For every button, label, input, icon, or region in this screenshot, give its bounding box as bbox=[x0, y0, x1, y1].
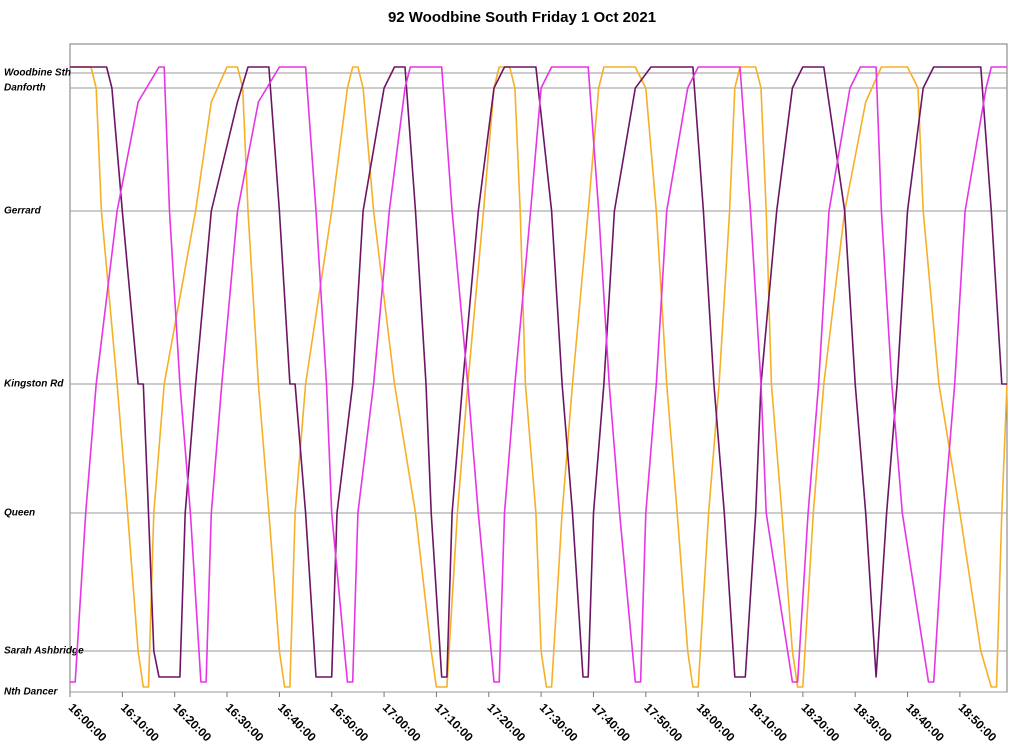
x-tick-label: 16:20:00 bbox=[170, 700, 214, 744]
series-line bbox=[70, 66, 1008, 688]
x-tick-label: 16:40:00 bbox=[275, 700, 319, 744]
x-tick-label: 18:40:00 bbox=[903, 700, 947, 744]
x-tick-label: 18:20:00 bbox=[798, 700, 842, 744]
x-tick-label: 18:10:00 bbox=[746, 700, 790, 744]
x-tick-label: 17:40:00 bbox=[589, 700, 633, 744]
x-tick-label: 16:50:00 bbox=[327, 700, 371, 744]
series-line bbox=[70, 66, 1007, 678]
x-tick-label: 17:30:00 bbox=[537, 700, 581, 744]
y-tick-label: Queen bbox=[4, 508, 35, 519]
x-tick-label: 18:00:00 bbox=[694, 700, 738, 744]
y-tick-label: Nth Dancer bbox=[4, 687, 58, 698]
y-tick-label: Sarah Ashbridge bbox=[4, 646, 84, 657]
x-tick-label: 16:10:00 bbox=[118, 700, 162, 744]
y-tick-label: Danforth bbox=[4, 83, 46, 94]
x-tick-label: 17:10:00 bbox=[432, 700, 476, 744]
x-tick-label: 18:30:00 bbox=[851, 700, 895, 744]
x-tick-label: 17:20:00 bbox=[484, 700, 528, 744]
y-tick-label: Woodbine Sth bbox=[4, 68, 71, 79]
x-tick-label: 16:30:00 bbox=[223, 700, 267, 744]
y-tick-label: Kingston Rd bbox=[4, 379, 64, 390]
chart-title: 92 Woodbine South Friday 1 Oct 2021 bbox=[388, 9, 656, 26]
x-tick-label: 17:00:00 bbox=[380, 700, 424, 744]
y-tick-label: Gerrard bbox=[4, 206, 42, 217]
x-tick-label: 17:50:00 bbox=[641, 700, 685, 744]
x-tick-label: 16:00:00 bbox=[66, 700, 110, 744]
series-line bbox=[70, 66, 1007, 683]
x-tick-label: 18:50:00 bbox=[956, 700, 1000, 744]
